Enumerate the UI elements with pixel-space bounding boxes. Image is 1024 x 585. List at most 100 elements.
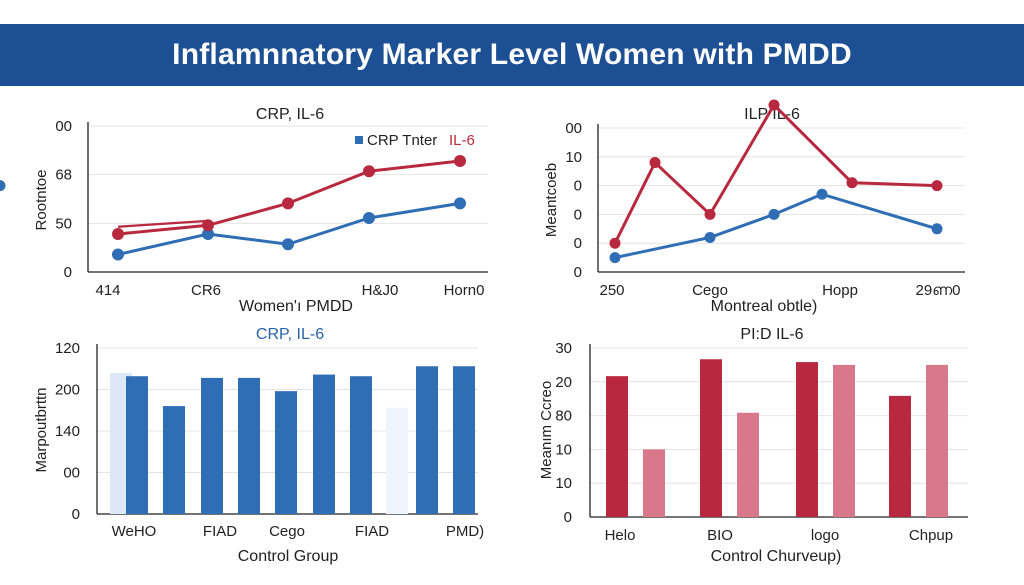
x-tick-label: FIAD	[355, 523, 389, 540]
bar	[833, 364, 855, 517]
x-tick-label: PMD)	[446, 523, 484, 540]
bar	[889, 395, 911, 517]
x-axis-label: Montreal obtle)	[711, 298, 818, 315]
x-tick-label: CR6	[191, 282, 221, 299]
y-tick-label: 0	[64, 264, 72, 281]
y-tick-label: 50	[55, 215, 72, 232]
chart-title: CRP, IL-6	[256, 106, 324, 123]
y-tick-label: 0	[574, 206, 582, 223]
chart-title: CRP, IL-6	[256, 326, 324, 343]
data-point	[282, 197, 294, 210]
x-tick-label: logo	[811, 527, 839, 544]
x-tick-label: WeHO	[112, 523, 157, 540]
data-point	[112, 248, 124, 261]
data-point	[0, 180, 6, 192]
chart-marks: 30 20 80 10 10 0 Helo BIO logo Chpup	[555, 340, 968, 544]
y-tick-label: 68	[55, 167, 72, 184]
y-tick-label: 30	[555, 340, 572, 357]
data-point	[816, 188, 828, 200]
bar	[453, 366, 475, 514]
data-point	[112, 228, 124, 241]
y-tick-label: 0	[574, 178, 582, 195]
page-title: Inflamnnatory Marker Level Women with PM…	[172, 38, 852, 71]
data-point	[768, 208, 780, 220]
legend-label: CRP Tnter	[367, 132, 437, 149]
data-point	[363, 211, 375, 224]
x-tick-label: H&J0	[362, 282, 399, 299]
data-point	[931, 180, 943, 192]
bar	[926, 364, 948, 517]
x-axis-label: Control Churveup)	[711, 548, 842, 565]
y-tick-label: 80	[555, 408, 572, 425]
chart-crp-il6-line: CRP, IL-6 Rootntoe Women'ı PMDD CRP Tnte…	[33, 106, 488, 315]
series-line	[614, 192, 938, 260]
legend-label-red: IL-6	[449, 132, 475, 149]
bar	[238, 377, 260, 514]
bar	[163, 406, 185, 514]
y-tick-label: 00	[55, 118, 72, 135]
data-point	[768, 99, 780, 111]
legend-swatch	[355, 136, 363, 144]
x-tick-label: Hopp	[822, 282, 858, 299]
y-tick-label: 0	[564, 509, 572, 526]
title-banner: Inflamnnatory Marker Level Women with PM…	[0, 24, 1024, 86]
bar	[313, 374, 335, 514]
y-axis-label: Meanım Ccreo	[538, 381, 555, 479]
bar	[201, 377, 223, 514]
y-axis-label: Rootntoe	[33, 170, 50, 231]
data-point	[649, 157, 661, 169]
series-line	[613, 102, 938, 244]
y-tick-label: 200	[55, 382, 80, 399]
x-tick-label: 250	[599, 282, 624, 299]
data-point	[454, 197, 466, 210]
bar	[386, 407, 408, 514]
x-axis-label: Women'ı PMDD	[239, 298, 353, 315]
x-tick-label: Helo	[605, 527, 636, 544]
data-point	[704, 231, 716, 243]
data-point	[931, 223, 943, 235]
x-tick-label: Cego	[269, 523, 305, 540]
x-tick-label: BIO	[707, 527, 733, 544]
x-axis-label: Control Group	[238, 548, 339, 565]
y-tick-label: 20	[555, 374, 572, 391]
bar	[643, 449, 665, 517]
y-tick-label: 00	[63, 465, 80, 482]
bar	[606, 376, 628, 517]
legend: CRP Tnter IL-6	[355, 132, 475, 149]
bar	[126, 376, 148, 514]
x-tick-label: 414	[95, 282, 120, 299]
data-point	[609, 237, 621, 249]
y-tick-label: 00	[565, 120, 582, 137]
data-point	[846, 177, 858, 189]
data-point	[609, 252, 621, 264]
y-tick-label: 0	[72, 506, 80, 523]
data-point	[202, 228, 214, 241]
series-line-thin	[117, 219, 209, 228]
y-axis-label: Marpoutbrttn	[33, 387, 50, 472]
y-tick-label: 0	[574, 264, 582, 281]
bar	[700, 359, 722, 517]
chart-title: PI:D IL-6	[740, 326, 803, 343]
y-axis-label: Meantcoeb	[543, 163, 560, 237]
chart-pid-il6-bar: PI:D IL-6 Meanım Ccreo Control Churveup)…	[538, 326, 968, 565]
data-point	[704, 208, 716, 220]
data-point	[454, 155, 466, 168]
chart-crp-il6-bar: CRP, IL-6 Marpoutbrttn Control Group 120…	[33, 326, 484, 565]
chart-ilp-il6-line: ILP IL-6 Meantcoeb Montreal obtle) 00100…	[0, 99, 965, 315]
y-tick-label: 120	[55, 340, 80, 357]
chart-marks: 00 68 50 0 414 CR6 H&J0 Horn0	[55, 118, 488, 299]
bar	[416, 366, 438, 514]
bar	[796, 362, 818, 517]
bar	[737, 412, 759, 517]
x-tick-label: FIAD	[203, 523, 237, 540]
x-tick-label: Cego	[692, 282, 728, 299]
y-tick-label: 10	[555, 475, 572, 492]
data-point	[282, 238, 294, 251]
x-tick-label: Chpup	[909, 527, 953, 544]
x-tick-label: 29ണ0	[916, 282, 961, 299]
y-tick-label: 10	[555, 441, 572, 458]
y-tick-label: 10	[565, 149, 582, 166]
